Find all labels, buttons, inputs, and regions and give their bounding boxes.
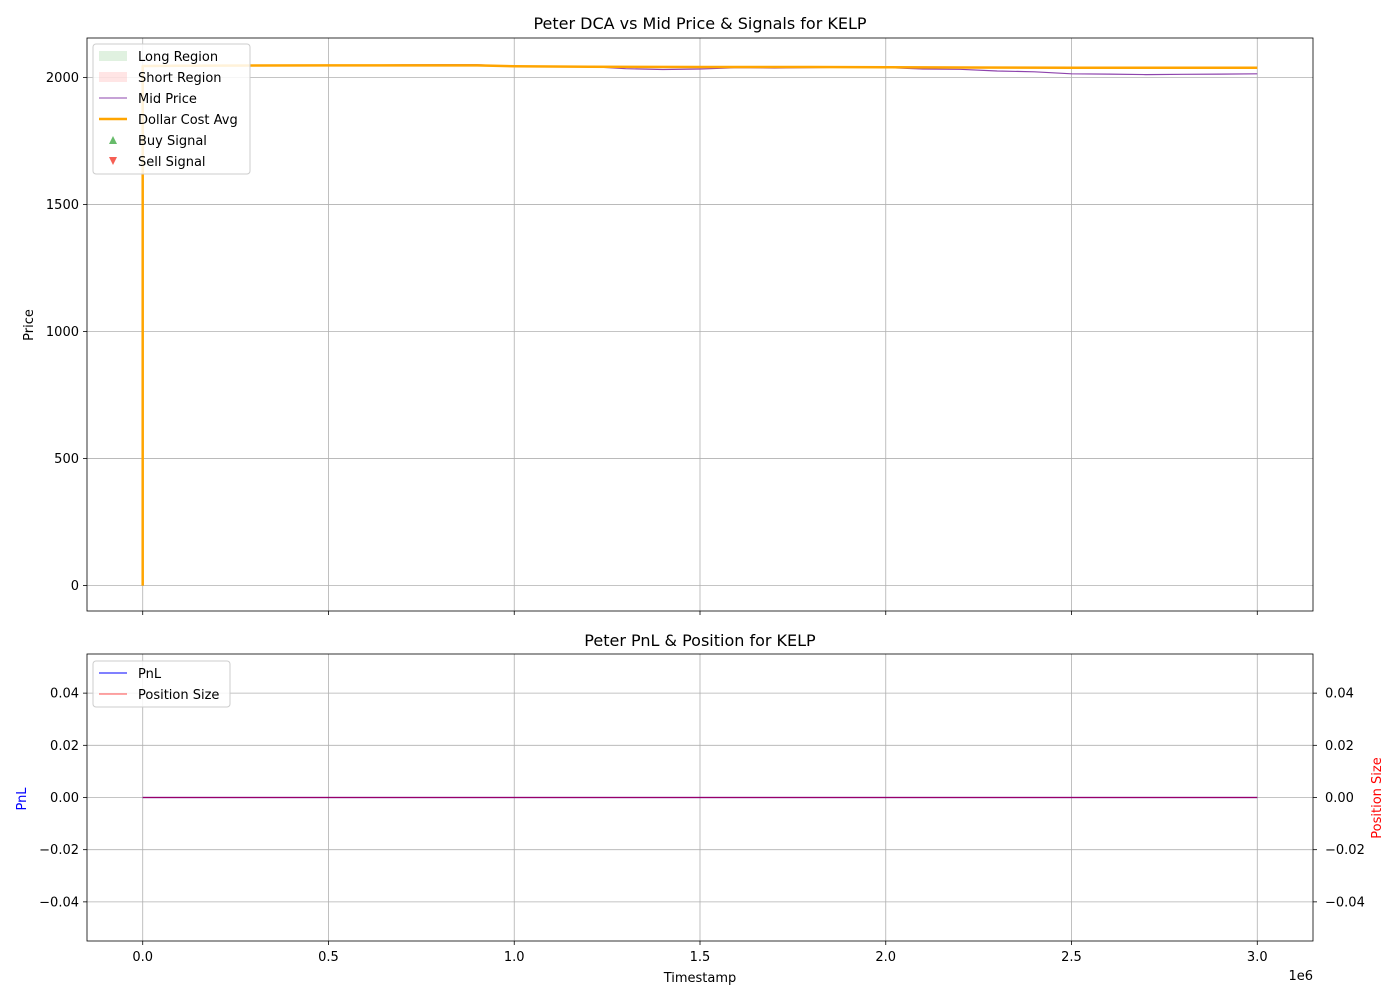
- long-region-swatch: [99, 51, 127, 61]
- legend-buy-signal: Buy Signal: [138, 134, 207, 149]
- pnl-y-axis-label: PnL: [15, 787, 30, 811]
- pnl-axis-ticks: 0.0 0.5 1.0 1.5 2.0 2.5 3.0 −0.04 −0.04 −0.02 −0.0…: [39, 687, 1365, 965]
- x-offset-label: 1e6: [1288, 969, 1313, 984]
- price-y-axis-label: Price: [22, 309, 37, 341]
- pnl-chart-title: Peter PnL & Position for KELP: [584, 631, 816, 650]
- x-tick-label: 1.0: [504, 950, 525, 965]
- pnl-y-tick-label: 0.02: [50, 739, 79, 754]
- legend-position-size: Position Size: [138, 688, 219, 703]
- pnl-legend: PnL Position Size: [92, 660, 231, 708]
- short-region-swatch: [99, 72, 127, 82]
- price-y-tick-label: 1000: [46, 325, 79, 340]
- price-legend-box: [92, 43, 251, 175]
- legend-pnl: PnL: [138, 667, 162, 682]
- price-y-tick-label: 1500: [46, 198, 79, 213]
- position-y-tick-label: 0.04: [1325, 687, 1354, 702]
- price-y-tick-label: 0: [71, 579, 79, 594]
- price-grid: [87, 38, 1313, 611]
- pnl-y-tick-label: −0.04: [39, 895, 79, 910]
- legend-dollar-cost-avg: Dollar Cost Avg: [138, 113, 238, 128]
- pnl-legend-box: [92, 660, 231, 708]
- x-tick-label: 2.0: [875, 950, 896, 965]
- sell-signal-marker: [109, 157, 117, 165]
- price-legend: Long Region Short Region Mid Price Dolla…: [92, 43, 251, 175]
- x-tick-label: 2.5: [1061, 950, 1082, 965]
- legend-short-region: Short Region: [138, 71, 222, 86]
- x-axis-label: Timestamp: [663, 971, 737, 986]
- price-axis-ticks: 0 500 1000 1500 2000: [46, 71, 1258, 615]
- position-size-axis-label: Position Size: [1370, 757, 1385, 838]
- x-tick-label: 0.0: [132, 950, 153, 965]
- pnl-chart: 0.0 0.5 1.0 1.5 2.0 2.5 3.0 −0.04 −0.04 −0.02 −0.0…: [15, 631, 1385, 986]
- x-tick-label: 1.5: [690, 950, 711, 965]
- legend-sell-signal: Sell Signal: [138, 155, 206, 170]
- price-y-tick-label: 500: [54, 452, 79, 467]
- position-y-tick-label: −0.04: [1325, 895, 1365, 910]
- price-chart: 0 500 1000 1500 2000 Peter DCA vs Mid Price …: [22, 14, 1314, 615]
- position-y-tick-label: 0.00: [1325, 791, 1354, 806]
- buy-signal-marker: [109, 136, 117, 144]
- position-y-tick-label: 0.02: [1325, 739, 1354, 754]
- pnl-y-tick-label: 0.00: [50, 791, 79, 806]
- position-y-tick-label: −0.02: [1325, 843, 1365, 858]
- price-chart-title: Peter DCA vs Mid Price & Signals for KEL…: [533, 14, 866, 33]
- price-y-tick-label: 2000: [46, 71, 79, 86]
- legend-mid-price: Mid Price: [138, 92, 197, 107]
- legend-long-region: Long Region: [138, 50, 218, 65]
- pnl-y-tick-label: −0.02: [39, 843, 79, 858]
- x-tick-label: 3.0: [1247, 950, 1268, 965]
- x-tick-label: 0.5: [318, 950, 339, 965]
- pnl-y-tick-label: 0.04: [50, 687, 79, 702]
